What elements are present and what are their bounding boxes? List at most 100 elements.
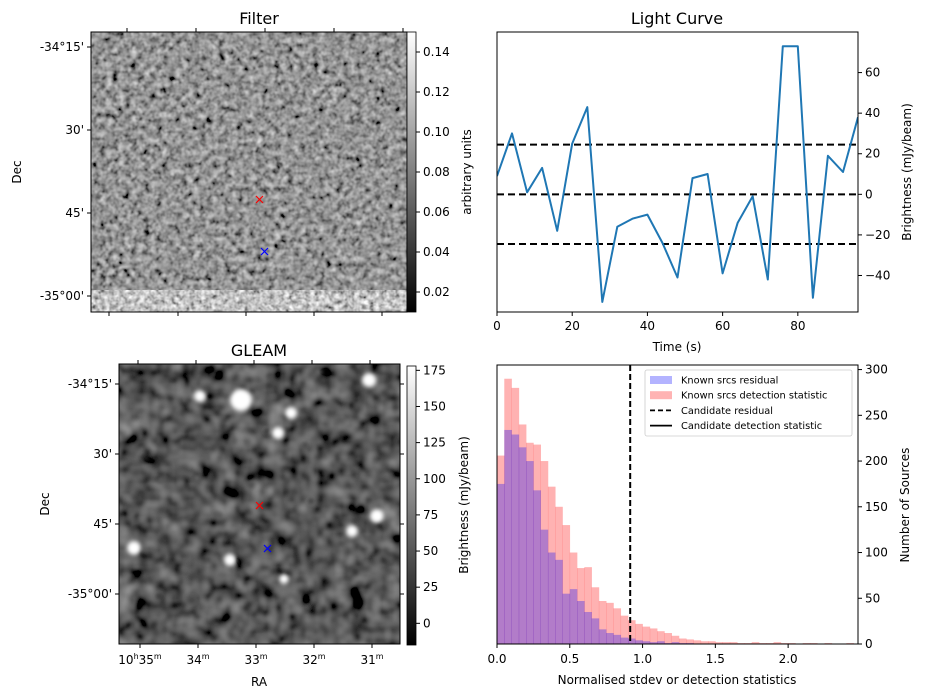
gleam-colorbar <box>407 366 416 645</box>
histogram-y-tick-label: 250 <box>865 408 888 422</box>
histogram-y-tick-label: 100 <box>865 546 888 560</box>
gleam-source <box>279 574 289 584</box>
histogram-y-tick-label: 300 <box>865 363 888 377</box>
gleam-marker-reference <box>263 544 272 553</box>
gleam-source <box>156 593 162 599</box>
detection-bar <box>598 601 607 644</box>
light-curve-panel: Light Curve 0 20 40 60 80 −40 −20 0 20 40 60 Time… <box>493 9 914 354</box>
filter-ylabel: Dec <box>10 160 24 183</box>
light-curve-y-tick-label: 60 <box>865 66 880 80</box>
ra-hours-sup: h <box>134 652 139 661</box>
ra-minutes: 31 <box>360 653 375 667</box>
detection-bar <box>584 567 592 644</box>
ra-tick-label: 32m <box>302 652 325 667</box>
gleam-source <box>127 506 135 514</box>
detection-bar <box>562 525 571 644</box>
dec-tick-label: 45' <box>93 517 112 531</box>
ra-minutes-sup: m <box>202 652 210 661</box>
detection-bar <box>773 642 782 644</box>
colorbar-tick-label: 175 <box>423 363 446 377</box>
histogram-xlabel: Normalised stdev or detection statistics <box>558 673 797 687</box>
light-curve-ylabel: Brightness (mJy/beam) <box>900 103 914 241</box>
gleam-colorbar-label: Brightness (mJy/beam) <box>457 436 471 574</box>
ra-minutes-sup: m <box>260 652 268 661</box>
gleam-image <box>119 364 400 644</box>
gleam-source <box>316 549 324 557</box>
ra-tick-label: 34m <box>186 652 209 667</box>
residual-bar <box>657 641 665 644</box>
residual-bar <box>584 611 592 644</box>
residual-bar <box>606 633 614 644</box>
detection-bar <box>700 641 709 644</box>
detection-bar <box>708 641 716 644</box>
residual-bar <box>577 601 585 644</box>
detection-bar <box>649 628 658 644</box>
histogram-legend: Known srcs residual Known srcs detection … <box>644 369 853 437</box>
colorbar-tick-label: 0.14 <box>423 45 450 59</box>
detection-bar <box>729 642 738 644</box>
filter-marker-reference <box>260 247 269 256</box>
ra-minutes-sup: m <box>318 652 326 661</box>
legend-label: Known srcs detection statistic <box>681 391 827 402</box>
filter-image <box>91 32 407 312</box>
residual-bar <box>533 490 541 644</box>
gleam-panel: GLEAM -34°15'30'45'-35°00' 10h35m 34m 33m 3… <box>38 341 471 689</box>
residual-bar <box>642 641 651 644</box>
residual-bar <box>504 429 512 644</box>
colorbar-tick-label: 0 <box>423 616 431 630</box>
dec-tick-label: 30' <box>65 123 84 137</box>
ra-minutes-sup: m <box>154 652 162 661</box>
filter-colorbar <box>407 32 416 312</box>
gleam-source <box>272 427 284 439</box>
light-curve-x-tick-label: 40 <box>640 319 655 333</box>
detection-bar <box>511 387 520 644</box>
gleam-top-ticks <box>137 360 371 364</box>
residual-bar <box>620 637 629 644</box>
detection-bar <box>533 444 541 644</box>
detection-bar <box>657 631 665 644</box>
gleam-source <box>329 404 337 412</box>
detection-bar <box>518 424 527 644</box>
detection-bar <box>635 623 643 644</box>
detection-bar <box>678 638 687 644</box>
filter-colorbar-label: arbitrary units <box>460 129 474 215</box>
histogram-x-tick-label: 0.0 <box>487 652 506 666</box>
gleam-source <box>264 428 270 434</box>
colorbar-tick-label: 25 <box>423 580 438 594</box>
residual-bar <box>497 483 505 644</box>
light-curve-x-tick-label: 60 <box>715 319 730 333</box>
gleam-source <box>246 567 254 575</box>
histogram-y-tick-label: 150 <box>865 500 888 514</box>
detection-bar <box>504 378 512 644</box>
ra-minutes-sup: m <box>376 652 384 661</box>
ra-minutes: 32 <box>302 653 317 667</box>
detection-bar <box>620 615 629 644</box>
gleam-source <box>127 541 141 555</box>
dec-tick-label: 45' <box>65 206 84 220</box>
gleam-source <box>194 390 206 402</box>
histogram-x-tick-label: 2.0 <box>779 652 798 666</box>
light-curve-y-tick-label: 20 <box>865 147 880 161</box>
detection-bar <box>497 455 505 644</box>
gleam-source <box>285 407 297 419</box>
residual-bar <box>671 642 680 644</box>
legend-label: Known srcs residual <box>681 376 778 387</box>
residual-bar <box>547 552 556 644</box>
histogram-panel: 0.0 0.5 1.0 1.5 2.0 0 50 100 150 200 250 300 Norma… <box>487 363 912 687</box>
residual-bar <box>649 642 658 644</box>
histogram-x-tick-label: 0.5 <box>560 652 579 666</box>
filter-marker-candidate <box>255 195 264 204</box>
legend-patch <box>650 376 672 384</box>
gleam-source <box>224 554 236 566</box>
gleam-source <box>142 454 148 460</box>
ra-tick-label: 31m <box>360 652 383 667</box>
legend-label: Candidate detection statistic <box>681 421 822 432</box>
light-curve-x-tick-label: 0 <box>493 319 501 333</box>
histogram-y-tick-label: 0 <box>865 637 873 651</box>
detection-bar <box>628 620 636 644</box>
colorbar-tick-label: 0.08 <box>423 165 450 179</box>
light-curve-y-tick-label: 40 <box>865 106 880 120</box>
legend-label: Candidate residual <box>681 406 773 417</box>
colorbar-tick-label: 125 <box>423 436 446 450</box>
